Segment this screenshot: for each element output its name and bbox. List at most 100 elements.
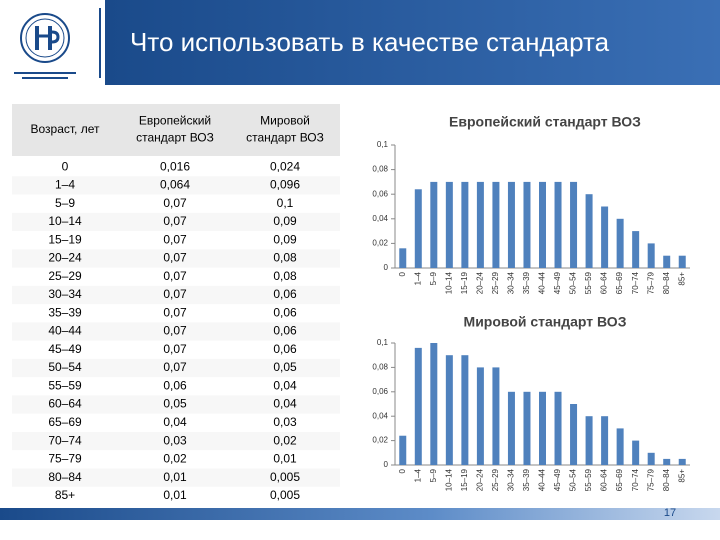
- bar: [461, 355, 469, 465]
- page-number: 17: [664, 507, 676, 519]
- y-tick-label: 0,08: [372, 363, 388, 372]
- bar: [647, 243, 655, 268]
- y-tick-label: 0,1: [377, 338, 389, 347]
- table-cell: 0,05: [273, 360, 297, 374]
- logo: [14, 13, 76, 79]
- table-cell: 50–54: [48, 360, 82, 374]
- x-tick-label: 20–24: [476, 271, 485, 294]
- bar: [476, 367, 484, 465]
- table-cell: 0,07: [163, 360, 187, 374]
- x-tick-label: 75–79: [646, 271, 655, 294]
- bar: [632, 231, 640, 268]
- row-bg: [12, 322, 340, 341]
- footer-band: [0, 508, 720, 520]
- table-cell: 0,06: [273, 324, 297, 338]
- table-cell: 40–44: [48, 324, 82, 338]
- x-tick-label: 85+: [677, 272, 686, 286]
- x-tick-label: 60–64: [600, 468, 609, 491]
- y-tick-label: 0,06: [372, 387, 388, 396]
- row-bg: [12, 212, 340, 232]
- table-cell: 1–4: [55, 178, 75, 192]
- bar: [616, 428, 624, 465]
- table-cell: 0,07: [163, 305, 187, 319]
- table-cell: 0,07: [163, 232, 187, 246]
- x-tick-label: 65–69: [615, 468, 624, 491]
- row-bg: [12, 395, 340, 414]
- table-cell: 0,064: [160, 178, 190, 192]
- x-tick-label: 45–49: [553, 271, 562, 294]
- table-cell: 0,03: [163, 433, 187, 447]
- table-cell: 0,06: [273, 287, 297, 301]
- x-tick-label: 40–44: [538, 468, 547, 491]
- x-tick-label: 60–64: [600, 271, 609, 294]
- x-tick-label: 70–74: [631, 468, 640, 491]
- table-cell: 0,04: [273, 378, 297, 392]
- row-bg: [12, 431, 340, 451]
- x-tick-label: 70–74: [631, 271, 640, 294]
- table-cell: 0,005: [270, 488, 300, 502]
- table-cell: 35–39: [48, 305, 82, 319]
- column-header: Мировой: [260, 114, 310, 128]
- table-cell: 0,07: [163, 196, 187, 210]
- table-cell: 0,05: [163, 397, 187, 411]
- x-tick-label: 15–19: [460, 468, 469, 491]
- table-cell: 0,03: [273, 415, 297, 429]
- x-tick-label: 30–34: [507, 468, 516, 491]
- table-cell: 0,07: [163, 324, 187, 338]
- table-cell: 0,04: [273, 397, 297, 411]
- x-tick-label: 80–84: [662, 271, 671, 294]
- slide-title: Что использовать в качестве стандарта: [130, 27, 610, 57]
- x-tick-label: 35–39: [522, 468, 531, 491]
- table-cell: 85+: [55, 488, 75, 502]
- y-tick-label: 0: [384, 460, 389, 469]
- table-cell: 0,01: [273, 452, 297, 466]
- column-header: стандарт ВОЗ: [246, 131, 324, 145]
- bar: [554, 181, 562, 268]
- x-tick-label: 85+: [677, 469, 686, 483]
- table-cell: 0,09: [273, 214, 297, 228]
- bar: [678, 458, 686, 465]
- x-tick-label: 0: [398, 271, 407, 276]
- x-tick-label: 45–49: [553, 468, 562, 491]
- table-header-bg: [12, 104, 340, 156]
- y-tick-label: 0,1: [377, 140, 389, 149]
- bar: [647, 452, 655, 465]
- bar: [445, 181, 453, 268]
- x-tick-label: 35–39: [522, 271, 531, 294]
- bar: [632, 440, 640, 465]
- bar: [430, 181, 438, 268]
- bar: [616, 218, 624, 268]
- table-cell: 0,08: [273, 269, 297, 283]
- x-tick-label: 5–9: [429, 468, 438, 482]
- bar: [663, 255, 671, 268]
- bar: [414, 347, 422, 465]
- x-tick-label: 50–54: [569, 468, 578, 491]
- row-bg: [12, 358, 340, 378]
- table-cell: 0,07: [163, 342, 187, 356]
- table-cell: 25–29: [48, 269, 82, 283]
- table-cell: 5–9: [55, 196, 75, 210]
- table-cell: 0,1: [277, 196, 294, 210]
- bar: [399, 248, 407, 268]
- x-tick-label: 15–19: [460, 271, 469, 294]
- table-cell: 0,06: [273, 342, 297, 356]
- x-tick-label: 10–14: [444, 271, 453, 294]
- table-cell: 45–49: [48, 342, 82, 356]
- column-header: Возраст, лет: [31, 122, 101, 136]
- column-header: Европейский: [139, 114, 211, 128]
- table-cell: 75–79: [48, 452, 82, 466]
- x-tick-label: 55–59: [584, 271, 593, 294]
- table-cell: 55–59: [48, 378, 82, 392]
- y-tick-label: 0,04: [372, 411, 388, 420]
- bar: [678, 255, 686, 268]
- header-band: [105, 0, 720, 85]
- x-tick-label: 20–24: [476, 468, 485, 491]
- table-cell: 70–74: [48, 433, 82, 447]
- x-tick-label: 55–59: [584, 468, 593, 491]
- x-tick-label: 75–79: [646, 468, 655, 491]
- row-bg: [12, 249, 340, 268]
- table-cell: 0,01: [163, 488, 187, 502]
- bar: [554, 391, 562, 465]
- y-tick-label: 0,02: [372, 436, 388, 445]
